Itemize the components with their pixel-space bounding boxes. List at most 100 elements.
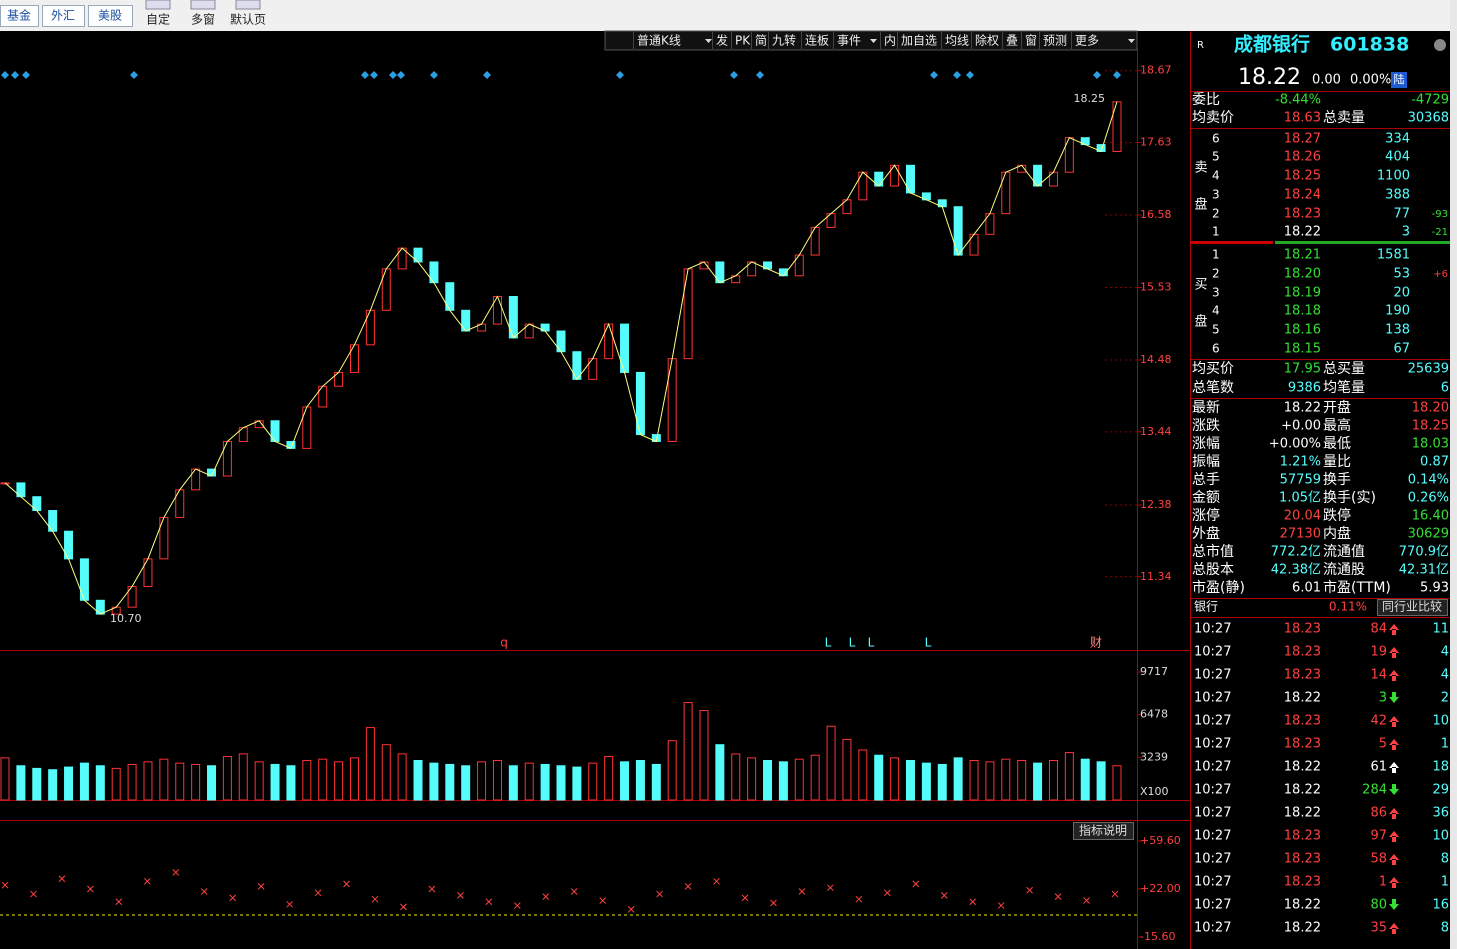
- tick-volume: 58: [1370, 852, 1387, 867]
- book-volume: 67: [1393, 342, 1410, 357]
- chart-tool[interactable]: 除权: [975, 33, 999, 48]
- chart-tool[interactable]: 九转: [772, 33, 796, 48]
- stat-label: 跌停: [1323, 507, 1351, 524]
- tick-volume: 3: [1379, 691, 1387, 706]
- tick-price: 18.23: [1284, 622, 1321, 637]
- signal-diamond: [22, 71, 30, 79]
- tick-price: 18.22: [1284, 921, 1321, 936]
- toolbar-button[interactable]: [88, 5, 133, 27]
- industry-pct: 0.11%: [1329, 600, 1367, 614]
- stat-label: 涨停: [1192, 507, 1220, 524]
- label: 总买量: [1323, 361, 1365, 377]
- label: 均卖价: [1192, 110, 1234, 126]
- book-volume: 138: [1385, 323, 1410, 338]
- tick-time: 10:27: [1194, 645, 1231, 660]
- book-volume: 334: [1385, 132, 1410, 147]
- toolbar-icon[interactable]: [190, 0, 216, 10]
- tick-time: 10:27: [1194, 806, 1231, 821]
- chart-tool[interactable]: 叠: [1006, 34, 1018, 48]
- volume-bar: [334, 761, 344, 801]
- book-change: -21: [1432, 227, 1448, 238]
- signal-diamond: [430, 71, 438, 79]
- stat-value: 18.03: [1412, 437, 1449, 452]
- signal-diamond: [130, 71, 138, 79]
- volume-bar: [79, 762, 89, 801]
- chart-tool[interactable]: 普通K线: [637, 34, 681, 48]
- toolbar-button-label: 基金: [7, 8, 31, 23]
- volume-bar: [699, 709, 709, 801]
- top-toolbar: [0, 0, 1457, 31]
- dropdown-arrow[interactable]: [705, 39, 712, 43]
- chart-tool[interactable]: 更多: [1075, 34, 1099, 48]
- signal-diamond: [370, 71, 378, 79]
- volume-bar: [381, 744, 391, 801]
- volume-bar: [238, 753, 248, 801]
- volume-bar: [715, 744, 725, 801]
- side-label: 卖: [1194, 161, 1207, 176]
- book-price: 18.16: [1284, 323, 1321, 338]
- tick-price: 18.23: [1284, 829, 1321, 844]
- chart-tool[interactable]: 发: [716, 33, 728, 48]
- tick-time: 10:27: [1194, 668, 1231, 683]
- tick-price: 18.23: [1284, 668, 1321, 683]
- chart-tool[interactable]: 事件: [837, 34, 861, 48]
- volume-bar: [810, 754, 820, 801]
- indicator-point: [286, 900, 293, 908]
- dropdown-arrow[interactable]: [870, 39, 877, 43]
- chart-tool[interactable]: 预测: [1043, 34, 1067, 48]
- toolbar-icon[interactable]: [145, 0, 171, 10]
- indicator-point: [627, 906, 635, 913]
- tick-time: 10:27: [1194, 760, 1231, 775]
- event-marker: L: [825, 636, 832, 650]
- stat-value: 27130: [1280, 527, 1321, 542]
- book-volume: 77: [1393, 207, 1410, 222]
- stat-value: 18.22: [1284, 401, 1321, 416]
- chart-tool[interactable]: PK: [735, 34, 751, 48]
- y-tick-label: +59.60: [1140, 834, 1181, 847]
- tick-count: 29: [1432, 783, 1449, 798]
- tick-volume: 5: [1379, 737, 1387, 752]
- direction-arrow: [1389, 808, 1399, 819]
- dropdown-arrow[interactable]: [1128, 39, 1135, 43]
- industry-button[interactable]: [1377, 599, 1448, 616]
- volume-bar: [111, 767, 121, 801]
- toolbar-button[interactable]: [42, 5, 85, 27]
- chart-tool[interactable]: 简: [755, 34, 767, 48]
- indicator-point: [912, 880, 920, 888]
- stat-label: 金额: [1192, 490, 1220, 506]
- tick-volume: 86: [1370, 806, 1387, 821]
- volume-bar: [349, 757, 359, 801]
- volume-bar: [826, 725, 836, 801]
- signal-diamond: [953, 71, 961, 79]
- toolbar-icon[interactable]: [235, 0, 261, 10]
- settings-icon[interactable]: [1434, 39, 1446, 51]
- y-tick-label: 9717: [1140, 665, 1168, 678]
- chart-tool[interactable]: 内: [884, 34, 896, 48]
- value: 25639: [1408, 362, 1449, 377]
- low-annotation: 10.70: [110, 612, 142, 625]
- tick-volume: 97: [1370, 829, 1387, 844]
- stat-value: 18.20: [1412, 401, 1449, 416]
- signal-diamond: [1113, 71, 1121, 79]
- indicator-button[interactable]: [1073, 822, 1134, 840]
- chart-tool[interactable]: 均线: [945, 34, 969, 48]
- direction-arrow: [1389, 923, 1399, 934]
- level: 2: [1212, 267, 1220, 281]
- book-volume: 404: [1385, 150, 1410, 165]
- chart-tool[interactable]: 连板: [805, 33, 829, 48]
- indicator-point: [428, 885, 436, 893]
- toolbar-button[interactable]: [0, 5, 39, 27]
- chart-tool[interactable]: 加自选: [901, 34, 937, 48]
- tick-count: 4: [1441, 668, 1449, 683]
- indicator-point: [827, 884, 834, 892]
- volume-bar: [651, 763, 661, 801]
- volume-bar: [143, 761, 153, 801]
- direction-arrow: [1389, 692, 1399, 703]
- tick-price: 18.22: [1284, 898, 1321, 913]
- volume-bar: [969, 759, 979, 801]
- volume-bar: [540, 763, 550, 801]
- chart-tool[interactable]: 窗: [1025, 34, 1037, 48]
- stat-label: 流通值: [1323, 544, 1365, 560]
- tick-time: 10:27: [1194, 691, 1231, 706]
- tick-time: 10:27: [1194, 783, 1231, 798]
